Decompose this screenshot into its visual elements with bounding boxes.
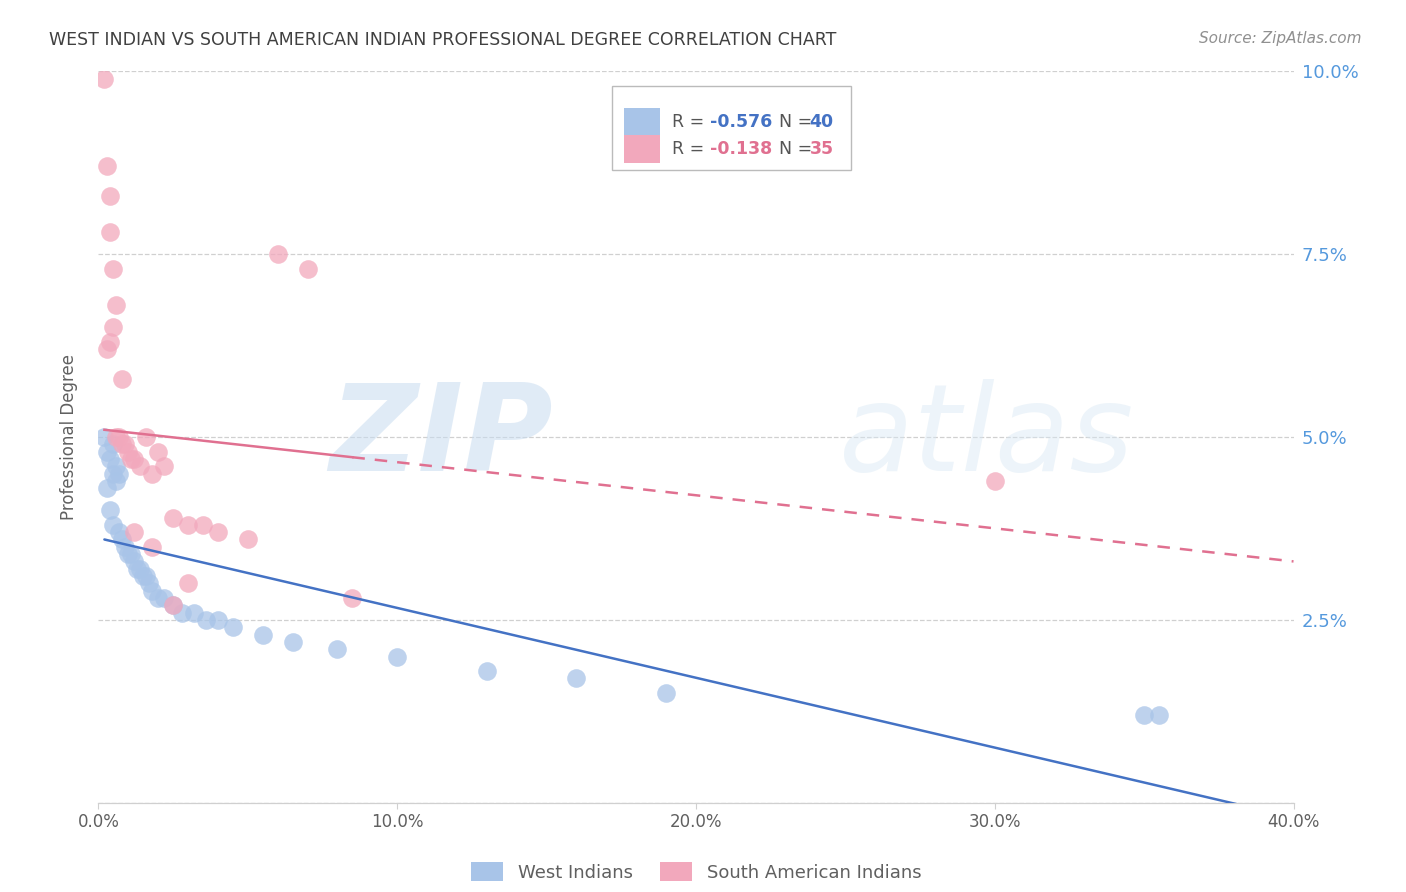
Point [124, 452, 146, 467]
Point [117, 547, 139, 561]
Point [141, 467, 163, 481]
Text: -0.576: -0.576 [710, 113, 772, 131]
Legend: West Indians, South American Indians: West Indians, South American Indians [471, 863, 921, 881]
Point [105, 474, 128, 488]
Point [162, 510, 184, 524]
Point [195, 613, 218, 627]
Point [103, 437, 125, 451]
Point [98, 452, 122, 467]
Point [385, 649, 409, 664]
Point [96, 160, 118, 174]
Point [129, 459, 152, 474]
Point [162, 599, 184, 613]
Point [236, 533, 259, 547]
Text: R =: R = [672, 113, 710, 131]
Point [124, 525, 146, 540]
Point [114, 540, 136, 554]
Point [103, 320, 125, 334]
Text: N =: N = [768, 113, 817, 131]
Point [326, 642, 349, 657]
Text: N =: N = [768, 140, 817, 158]
Text: 40: 40 [810, 113, 834, 131]
Text: 35: 35 [810, 140, 834, 158]
Point [1133, 708, 1156, 723]
Point [98, 503, 122, 517]
Point [105, 459, 128, 474]
FancyBboxPatch shape [624, 136, 661, 163]
Text: Source: ZipAtlas.com: Source: ZipAtlas.com [1198, 31, 1361, 46]
Point [177, 517, 200, 532]
Text: -0.138: -0.138 [710, 140, 772, 158]
Point [98, 188, 122, 202]
Point [342, 591, 364, 605]
Point [148, 591, 170, 605]
Point [141, 540, 163, 554]
Point [117, 444, 139, 458]
Point [98, 334, 122, 349]
Point [105, 298, 128, 312]
Point [252, 627, 274, 641]
Point [191, 517, 214, 532]
Text: atlas: atlas [839, 378, 1135, 496]
Point [103, 261, 125, 276]
Point [93, 71, 115, 86]
Point [162, 599, 184, 613]
Point [172, 606, 194, 620]
Point [183, 606, 205, 620]
Point [177, 576, 200, 591]
Point [105, 430, 128, 444]
Point [984, 474, 1007, 488]
Point [108, 430, 131, 444]
Point [108, 525, 131, 540]
Point [141, 583, 163, 598]
Point [120, 452, 142, 467]
Point [124, 554, 146, 568]
Text: ZIP: ZIP [329, 378, 553, 496]
Point [96, 444, 118, 458]
FancyBboxPatch shape [624, 108, 661, 136]
Point [138, 576, 160, 591]
Point [103, 467, 125, 481]
Point [153, 459, 176, 474]
Point [93, 430, 115, 444]
Text: R =: R = [672, 140, 710, 158]
Point [127, 562, 149, 576]
Point [267, 247, 290, 261]
Point [98, 225, 122, 239]
Point [114, 437, 136, 451]
Point [1147, 708, 1170, 723]
Point [297, 261, 319, 276]
Point [129, 562, 152, 576]
Text: WEST INDIAN VS SOUTH AMERICAN INDIAN PROFESSIONAL DEGREE CORRELATION CHART: WEST INDIAN VS SOUTH AMERICAN INDIAN PRO… [49, 31, 837, 49]
Point [222, 620, 245, 634]
Point [132, 569, 155, 583]
Point [111, 371, 134, 385]
Point [103, 517, 125, 532]
Y-axis label: Professional Degree: Professional Degree [59, 354, 77, 520]
Point [111, 437, 134, 451]
Point [148, 444, 170, 458]
Point [207, 525, 229, 540]
Point [111, 533, 134, 547]
Point [96, 481, 118, 495]
Point [96, 343, 118, 357]
Point [135, 569, 157, 583]
Point [475, 664, 498, 678]
Point [108, 467, 131, 481]
Point [153, 591, 176, 605]
Point [565, 672, 588, 686]
Point [120, 547, 142, 561]
Point [135, 430, 157, 444]
Point [655, 686, 678, 700]
Point [281, 635, 304, 649]
Point [207, 613, 229, 627]
FancyBboxPatch shape [613, 86, 852, 170]
